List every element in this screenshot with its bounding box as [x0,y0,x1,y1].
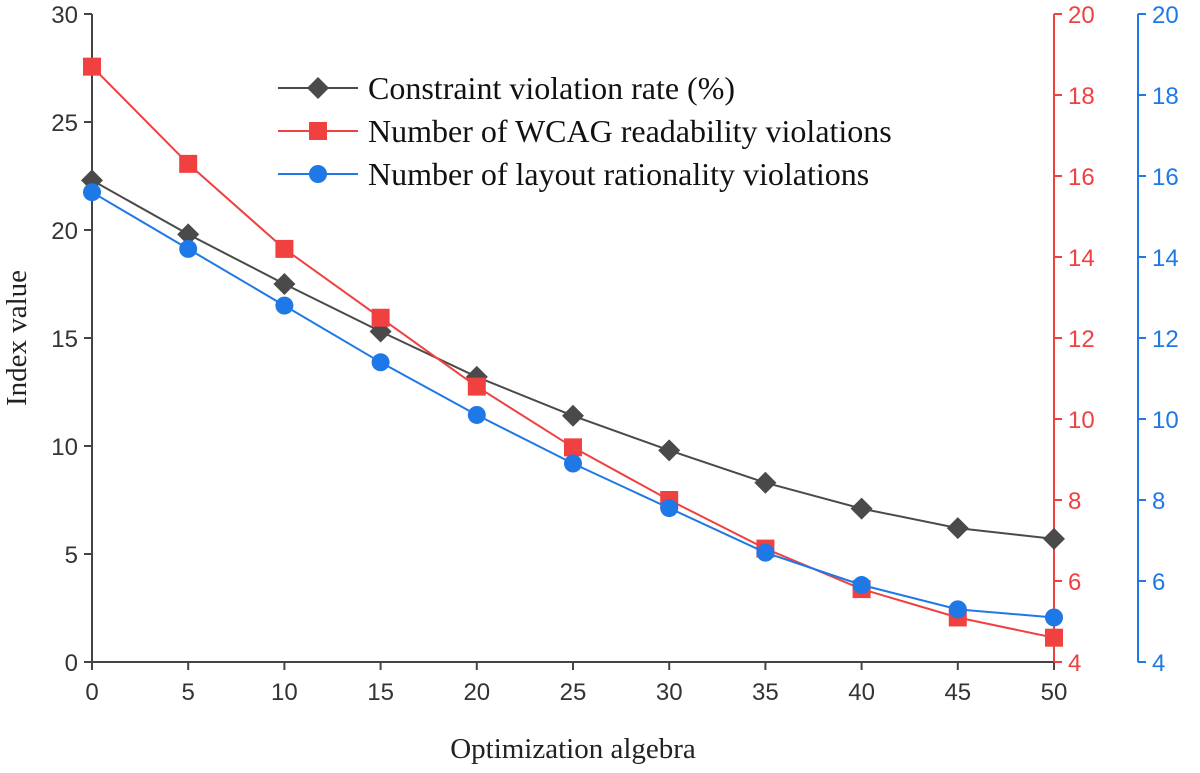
data-point-circle [371,353,390,372]
data-series [81,57,1065,647]
red-tick-label: 6 [1068,569,1081,596]
red-tick-label: 10 [1068,407,1095,434]
data-point-diamond [946,517,969,540]
x-axis-title: Optimization algebra [450,733,696,765]
blue-tick-label: 4 [1152,650,1165,677]
blue-tick-label: 18 [1152,83,1179,110]
red-tick-label: 14 [1068,245,1095,272]
blue-tick-label: 14 [1152,245,1179,272]
data-point-circle [564,454,582,473]
red-tick-label: 12 [1068,326,1095,353]
data-point-square [275,239,294,258]
x-tick-label: 20 [463,679,490,706]
left-tick-label: 10 [51,434,78,461]
left-tick-label: 25 [51,110,78,137]
data-point-circle [83,183,101,202]
data-point-square [564,438,582,457]
legend-label-constraint: Constraint violation rate (%) [368,70,735,106]
data-point-diamond [754,471,777,494]
x-tick-label: 30 [656,679,683,706]
left-tick-label: 0 [65,650,78,677]
x-tick-label: 10 [271,679,298,706]
data-point-circle [852,576,871,595]
data-point-circle [660,499,679,518]
red-tick-label: 16 [1068,164,1095,191]
left-tick-label: 30 [51,2,78,29]
x-tick-label: 40 [848,679,875,706]
legend: Constraint violation rate (%) Number of … [278,70,892,192]
legend-diamond-icon [307,77,329,99]
blue-tick-label: 6 [1152,569,1165,596]
blue-tick-label: 12 [1152,326,1179,353]
data-point-diamond [658,439,681,462]
x-tick-label: 5 [182,679,195,706]
data-point-circle [1045,608,1063,627]
data-point-circle [467,405,486,424]
data-point-diamond [273,273,296,295]
axis-ticks: 0 5 10 15 20 25 30 35 40 45 50 0 5 10 15 20 25 30 4 6 8 10 12 1… [51,2,1178,706]
blue-tick-label: 8 [1152,488,1165,515]
data-point-diamond [177,223,200,246]
legend-label-layout: Number of layout rationality violations [368,156,869,192]
left-tick-label: 20 [51,218,78,245]
red-tick-label: 18 [1068,83,1095,110]
data-point-diamond [850,497,873,520]
series-line-0 [91,179,1055,540]
x-tick-label: 45 [944,679,971,706]
red-tick-label: 8 [1068,488,1081,515]
x-tick-label: 25 [560,679,587,706]
red-tick-label: 20 [1068,2,1095,29]
data-point-diamond [562,404,584,427]
x-tick-label: 50 [1041,679,1068,706]
data-point-circle [179,239,198,258]
red-tick-label: 4 [1068,650,1081,677]
series-line-1 [91,65,1055,639]
legend-label-wcag: Number of WCAG readability violations [368,113,892,149]
blue-tick-label: 16 [1152,164,1179,191]
data-point-square [179,154,198,173]
x-tick-label: 15 [367,679,394,706]
data-point-circle [756,543,775,562]
blue-tick-label: 20 [1152,2,1179,29]
data-point-square [467,377,486,396]
data-point-square [83,57,101,76]
left-tick-label: 5 [65,542,78,569]
legend-square-icon [309,122,327,140]
data-point-square [1045,628,1063,647]
y-axis-title: Index value [1,270,33,406]
left-tick-label: 15 [51,326,78,353]
data-point-diamond [1043,527,1065,550]
data-point-circle [275,296,294,315]
legend-circle-icon [309,165,327,183]
data-point-circle [948,600,967,619]
data-point-square [371,308,390,327]
x-tick-label: 35 [752,679,779,706]
x-tick-label: 0 [85,679,98,706]
blue-tick-label: 10 [1152,407,1179,434]
